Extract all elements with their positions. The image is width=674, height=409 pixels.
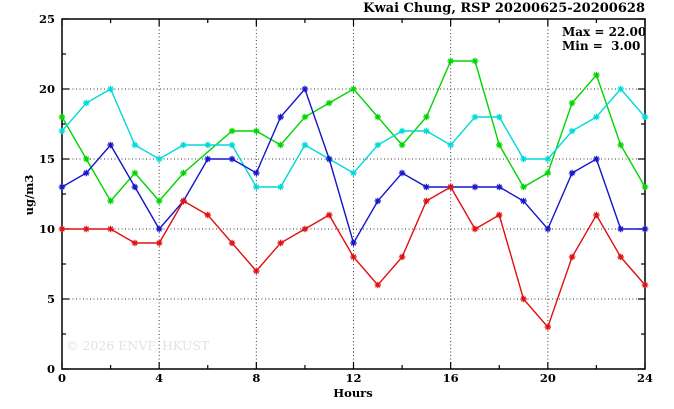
x-tick-label: 24 [637,371,653,385]
x-tick-label: 20 [540,371,556,385]
x-tick-label: 0 [58,371,66,385]
max-min-annotation: Max = 22.00 Min = 3.00 [562,25,647,53]
x-tick-label: 8 [252,371,260,385]
series-markers-green [58,57,649,205]
chart-title: Kwai Chung, RSP 20200625-20200628 [363,1,645,16]
x-axis-label: Hours [333,386,373,400]
y-tick-label: 15 [39,152,55,166]
x-tick-label: 12 [345,371,361,385]
x-tick-label: 16 [443,371,459,385]
y-tick-label: 20 [39,82,55,96]
y-tick-label: 25 [39,12,55,26]
y-tick-labels: 0 5 10 15 20 25 [39,12,55,376]
min-value-label: Min = 3.00 [562,38,641,53]
axis-ticks [61,18,646,370]
series-red [58,183,649,331]
max-value-label: Max = 22.00 [562,25,647,39]
watermark: © 2026 ENVF, HKUST [66,338,210,353]
y-tick-label: 5 [47,292,55,306]
grid-lines [62,19,645,369]
series-line-green [61,60,646,203]
series-green [58,57,649,205]
y-axis-label: ug/m3 [22,174,36,216]
y-tick-label: 10 [39,222,55,236]
x-tick-label: 4 [155,371,163,385]
y-tick-label: 0 [47,362,55,376]
plot-frame [61,18,646,370]
x-tick-labels: 0 4 8 12 16 20 24 [58,371,653,385]
series-markers-red [58,183,649,331]
